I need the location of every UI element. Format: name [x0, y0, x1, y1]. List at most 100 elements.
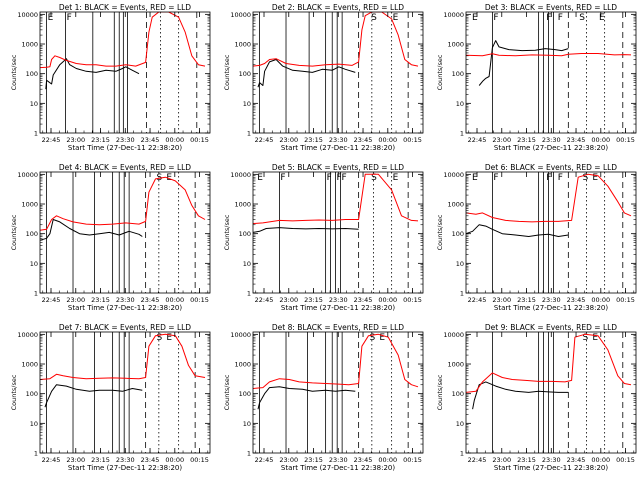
event-markers — [46, 12, 198, 133]
x-tick-label: 23:45 — [567, 296, 586, 304]
y-axis-label: Counts/sec — [436, 54, 444, 90]
x-tick-label: 23:00 — [66, 456, 85, 464]
x-tick-label: 23:30 — [116, 296, 135, 304]
series-lld-line — [40, 333, 206, 380]
y-tick-label: 1 — [460, 290, 464, 298]
y-tick-label: 1 — [247, 450, 251, 458]
y-axis-label: Counts/sec — [10, 374, 18, 410]
y-tick-label: 100 — [239, 390, 251, 398]
series-lld-line — [253, 173, 419, 224]
series-events-line — [44, 384, 143, 408]
y-tick-label: 1000 — [447, 361, 464, 369]
event-marker-label: S — [371, 13, 377, 23]
series-events-line — [257, 386, 356, 410]
y-tick-label: 1 — [460, 450, 464, 458]
series-lld-line — [466, 173, 632, 223]
y-tick-label: 1000 — [21, 41, 38, 49]
chart-panel-det-1: Det 1: BLACK = Events, RED = LLD E F 1 10 100… — [10, 3, 211, 152]
y-tick-label: 10000 — [443, 171, 464, 179]
x-tick-label: 22:45 — [468, 136, 487, 144]
event-marker-label: S — [370, 333, 376, 343]
series-events-line — [257, 59, 356, 88]
chart-title: Det 9: BLACK = Events, RED = LLD — [485, 323, 617, 332]
y-tick-label: 1000 — [234, 361, 251, 369]
y-tick-label: 1000 — [447, 201, 464, 209]
event-marker-label: E — [166, 333, 172, 343]
x-tick-label: 23:45 — [354, 296, 373, 304]
y-tick-label: 10 — [30, 260, 38, 268]
y-tick-label: 10 — [456, 420, 464, 428]
event-markers — [492, 12, 624, 133]
x-tick-label: 23:00 — [492, 456, 511, 464]
event-marker-label: E — [257, 173, 263, 183]
x-axis-label: Start Time (27-Dec-11 22:38:20) — [281, 304, 395, 312]
x-axis-label: Start Time (27-Dec-11 22:38:20) — [281, 144, 395, 152]
x-tick-label: 23:30 — [329, 136, 348, 144]
series-group — [253, 12, 419, 88]
x-tick-label: 22:45 — [42, 456, 61, 464]
x-tick-label: 00:15 — [403, 296, 422, 304]
event-marker-label: F — [67, 13, 72, 23]
chart-title: Det 8: BLACK = Events, RED = LLD — [272, 323, 404, 332]
y-tick-label: 1000 — [447, 41, 464, 49]
y-tick-label: 100 — [452, 390, 464, 398]
x-tick-label: 22:45 — [255, 456, 274, 464]
x-tick-label: 00:00 — [378, 136, 397, 144]
series-group — [466, 40, 632, 86]
y-tick-label: 100 — [26, 70, 38, 78]
x-axis-label: Start Time (27-Dec-11 22:38:20) — [68, 144, 182, 152]
x-tick-label: 00:00 — [165, 136, 184, 144]
event-marker-label: E — [166, 173, 172, 183]
x-tick-label: 23:15 — [304, 136, 323, 144]
x-tick-label: 00:15 — [616, 136, 635, 144]
series-lld-line — [466, 333, 632, 393]
y-tick-label: 1 — [247, 290, 251, 298]
x-tick-label: 23:30 — [329, 296, 348, 304]
x-tick-label: 00:00 — [165, 456, 184, 464]
y-axis-label: Counts/sec — [10, 54, 18, 90]
series-lld-line — [253, 333, 419, 389]
series-events-line — [45, 58, 140, 90]
x-tick-label: 22:45 — [468, 456, 487, 464]
x-tick-label: 22:45 — [255, 296, 274, 304]
x-tick-label: 23:15 — [517, 296, 536, 304]
y-tick-label: 10000 — [17, 11, 38, 19]
y-tick-label: 1 — [247, 130, 251, 138]
x-tick-label: 23:45 — [354, 136, 373, 144]
x-tick-label: 23:45 — [141, 296, 160, 304]
y-tick-label: 1000 — [234, 201, 251, 209]
x-tick-label: 23:30 — [542, 456, 561, 464]
x-tick-label: 22:45 — [255, 136, 274, 144]
x-tick-label: 23:45 — [141, 456, 160, 464]
x-axis-label: Start Time (27-Dec-11 22:38:20) — [494, 464, 608, 472]
y-tick-label: 10 — [456, 260, 464, 268]
y-tick-label: 10 — [456, 100, 464, 108]
x-axis-label: Start Time (27-Dec-11 22:38:20) — [494, 304, 608, 312]
y-tick-label: 10 — [243, 420, 251, 428]
event-markers — [492, 332, 624, 453]
x-tick-label: 00:00 — [591, 456, 610, 464]
event-marker-label: F — [341, 173, 346, 183]
plot-frame — [252, 171, 424, 294]
plot-frame — [252, 331, 424, 454]
y-tick-label: 1000 — [234, 41, 251, 49]
x-tick-label: 00:15 — [190, 456, 209, 464]
y-tick-label: 1 — [34, 290, 38, 298]
y-tick-label: 1 — [460, 130, 464, 138]
series-lld-line — [40, 12, 206, 69]
series-events-line — [253, 227, 359, 233]
x-tick-label: 23:45 — [354, 456, 373, 464]
y-axis-label: Counts/sec — [436, 374, 444, 410]
x-tick-label: 23:30 — [116, 456, 135, 464]
series-events-line — [466, 224, 569, 237]
event-marker-label: E — [592, 173, 598, 183]
chart-title: Det 5: BLACK = Events, RED = LLD — [272, 163, 404, 172]
event-marker-label: S — [583, 173, 589, 183]
x-tick-label: 00:15 — [190, 136, 209, 144]
plot-frame — [39, 331, 211, 454]
